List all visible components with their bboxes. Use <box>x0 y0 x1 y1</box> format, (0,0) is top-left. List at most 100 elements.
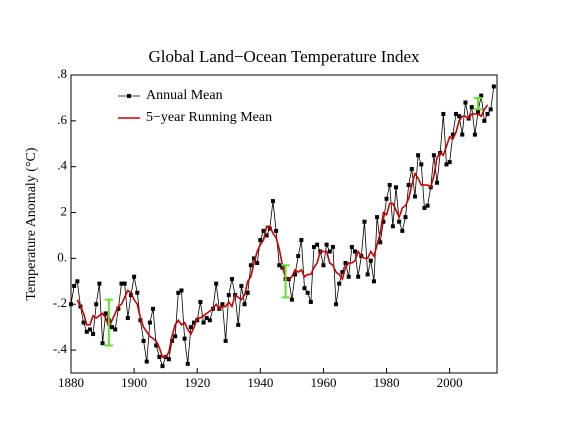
data-point <box>381 219 386 224</box>
data-point <box>166 357 171 362</box>
data-point <box>346 274 351 279</box>
data-point <box>469 105 474 110</box>
data-point <box>239 283 244 288</box>
data-point <box>236 322 241 327</box>
data-point <box>185 361 190 366</box>
data-point <box>368 258 373 263</box>
data-point <box>311 244 316 249</box>
data-point <box>441 111 446 116</box>
y-tick-label: .4 <box>57 158 67 173</box>
data-point <box>343 260 348 265</box>
data-point <box>397 219 402 224</box>
data-point <box>100 341 105 346</box>
data-point <box>463 100 468 105</box>
data-point <box>226 293 231 298</box>
data-point <box>334 302 339 307</box>
data-point <box>460 132 465 137</box>
data-point <box>182 336 187 341</box>
data-point <box>400 228 405 233</box>
data-point <box>315 242 320 247</box>
data-point <box>229 277 234 282</box>
data-point <box>119 281 124 286</box>
data-point <box>267 226 272 231</box>
data-point <box>154 343 159 348</box>
data-point <box>72 283 77 288</box>
data-point <box>349 244 354 249</box>
data-point <box>431 153 436 158</box>
data-point <box>409 166 414 171</box>
data-point <box>261 228 266 233</box>
x-tick-label: 2000 <box>437 375 463 390</box>
data-point <box>419 162 424 167</box>
data-point <box>157 354 162 359</box>
data-point <box>91 332 96 337</box>
data-point <box>75 279 80 284</box>
data-point <box>151 306 156 311</box>
data-point <box>305 290 310 295</box>
data-point <box>204 315 209 320</box>
data-point <box>337 281 342 286</box>
data-point <box>198 299 203 304</box>
legend-marker <box>127 94 131 98</box>
data-point <box>125 315 130 320</box>
data-point <box>412 194 417 199</box>
data-point <box>296 254 301 259</box>
data-point <box>289 297 294 302</box>
data-point <box>147 320 152 325</box>
data-point <box>113 327 118 332</box>
y-tick-label: 0. <box>57 249 67 264</box>
data-point <box>302 286 307 291</box>
data-point <box>176 290 181 295</box>
legend-label: 5−year Running Mean <box>146 110 272 125</box>
error-bar <box>474 96 483 111</box>
data-point <box>270 199 275 204</box>
data-point <box>447 160 452 165</box>
data-point <box>488 107 493 112</box>
data-point <box>252 256 257 261</box>
data-point <box>416 153 421 158</box>
data-point <box>220 302 225 307</box>
data-point <box>122 281 127 286</box>
data-point <box>476 109 481 114</box>
data-point <box>444 162 449 167</box>
data-point <box>207 318 212 323</box>
data-point <box>403 215 408 220</box>
data-point <box>255 260 260 265</box>
data-point <box>242 302 247 307</box>
data-point <box>201 320 206 325</box>
data-point <box>299 238 304 243</box>
data-point <box>491 84 496 89</box>
data-point <box>248 263 253 268</box>
data-point <box>356 274 361 279</box>
data-point <box>97 281 102 286</box>
y-tick-label: -.2 <box>53 295 67 310</box>
data-point <box>371 279 376 284</box>
data-point <box>277 263 282 268</box>
data-point <box>450 132 455 137</box>
data-point <box>387 183 392 188</box>
data-point <box>406 183 411 188</box>
data-point <box>321 263 326 268</box>
data-point <box>435 180 440 185</box>
data-point <box>169 338 174 343</box>
data-point <box>375 215 380 220</box>
data-point <box>69 302 73 307</box>
data-point <box>422 205 427 210</box>
data-point <box>94 302 99 307</box>
data-point <box>141 338 146 343</box>
data-point <box>293 272 298 277</box>
data-point <box>258 238 263 243</box>
data-point <box>274 228 279 233</box>
data-point <box>87 327 92 332</box>
data-point <box>425 203 430 208</box>
data-point <box>103 311 108 316</box>
y-axis-label: Temperature Anomaly (°C) <box>24 147 39 300</box>
y-tick-label: .8 <box>57 66 67 81</box>
data-point <box>479 93 484 98</box>
data-point <box>110 325 115 330</box>
data-point <box>390 224 395 229</box>
data-point <box>116 306 121 311</box>
y-tick-label: .6 <box>57 112 67 127</box>
data-point <box>245 290 250 295</box>
